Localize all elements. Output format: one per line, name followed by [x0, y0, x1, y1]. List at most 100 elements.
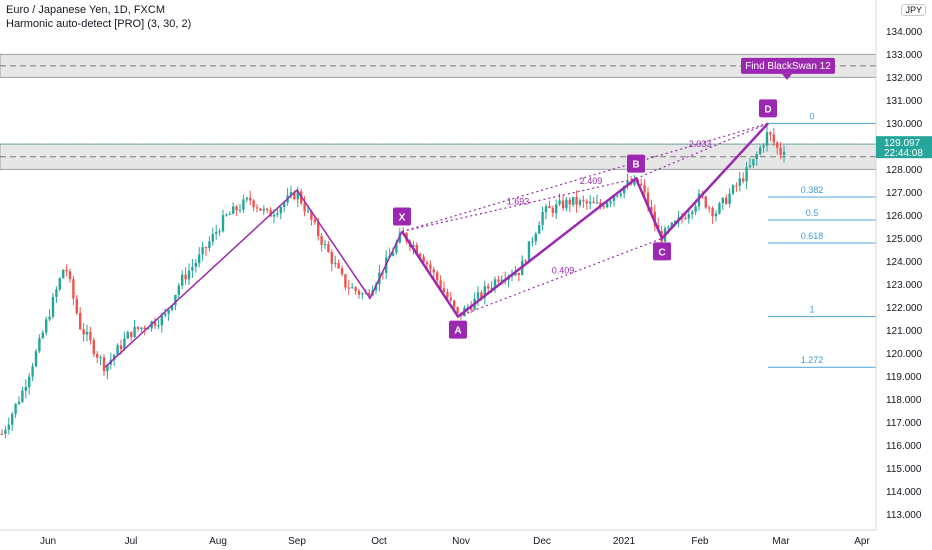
candle-body — [252, 200, 255, 208]
candle-body — [592, 201, 595, 204]
candle-body — [595, 202, 599, 204]
candle-body — [602, 206, 605, 208]
candles — [0, 125, 786, 439]
indicator-title: Harmonic auto-detect [PRO] (3, 30, 2) — [6, 18, 192, 30]
point-label-C: C — [658, 247, 665, 258]
candle-body — [143, 327, 146, 329]
candle-body — [735, 185, 738, 187]
time-tick-label: Nov — [452, 536, 470, 547]
candle-body — [432, 269, 435, 273]
candle-body — [184, 274, 187, 280]
currency-badge[interactable]: JPY — [901, 4, 926, 16]
price-tick-label: 114.000 — [886, 487, 922, 498]
candle-body — [58, 278, 61, 290]
candle-body — [718, 203, 721, 214]
candle-body — [204, 247, 208, 249]
candle-body — [323, 244, 327, 246]
candle-body — [232, 206, 235, 214]
candle-body — [558, 200, 561, 205]
price-tick-label: 123.000 — [886, 280, 923, 291]
candle-body — [650, 206, 653, 212]
candle-body — [92, 340, 95, 355]
point-marker-A — [449, 320, 467, 339]
candle-body — [643, 184, 646, 193]
candle-body — [259, 208, 262, 211]
candle-body — [313, 219, 316, 223]
candle-body — [619, 193, 622, 196]
time-tick-label: Sep — [288, 536, 306, 547]
candle-body — [276, 213, 279, 215]
time-tick-label: Jul — [125, 536, 138, 547]
candle-body — [725, 197, 728, 204]
candle-body — [667, 227, 670, 229]
point-label-X: X — [399, 213, 406, 224]
time-tick-label: Aug — [209, 536, 227, 547]
candle-body — [79, 313, 82, 330]
candle-body — [742, 178, 745, 182]
candle-body — [728, 193, 731, 204]
candle-body — [616, 195, 619, 197]
candle-body — [235, 206, 238, 211]
candle-body — [89, 332, 92, 341]
candle-body — [218, 231, 221, 233]
candle-body — [453, 300, 456, 308]
candle-body — [483, 286, 486, 298]
pattern-name-tag — [741, 57, 835, 74]
candle-body — [310, 210, 313, 220]
candle-body — [490, 287, 493, 289]
candle-body — [126, 331, 129, 339]
candle-body — [551, 208, 554, 213]
candle-body — [21, 390, 24, 402]
candle-body — [31, 366, 34, 377]
candle-body — [249, 197, 252, 201]
time-tick-label: Oct — [371, 536, 387, 547]
candle-body — [157, 325, 160, 327]
candle-body — [599, 202, 602, 207]
time-axis[interactable]: Jun Jul Aug Sep Oct Nov Dec 2021 Feb Mar Apr — [0, 529, 876, 547]
candle-body — [745, 167, 748, 182]
candle-body — [177, 285, 180, 295]
candle-body — [123, 338, 126, 350]
ratio-label: 2.409 — [580, 176, 603, 186]
candle-body — [391, 252, 395, 256]
candle-body — [255, 207, 259, 209]
candle-body — [293, 192, 296, 200]
candle-body — [289, 192, 293, 196]
fib-levels: 0 0.382 0.5 0.618 1 1.272 — [768, 111, 876, 368]
candle-body — [538, 225, 541, 234]
price-tick-label: 128.000 — [886, 165, 923, 176]
candle-body — [344, 274, 347, 288]
point-marker-B — [627, 154, 645, 173]
candle-body — [422, 256, 425, 263]
candle-body — [653, 211, 656, 226]
time-tick-label: Apr — [854, 536, 870, 547]
price-tick-label: 119.000 — [886, 372, 922, 383]
ratio-label: 2.033 — [689, 139, 712, 149]
point-label-A: A — [454, 326, 461, 337]
candle-body — [14, 403, 17, 414]
price-tick-label: 127.000 — [886, 188, 923, 199]
candle-body — [640, 183, 643, 185]
candle-body — [75, 298, 78, 314]
price-tick-label: 134.000 — [886, 27, 923, 38]
price-tick-label: 115.000 — [886, 464, 922, 475]
candle-body — [51, 296, 55, 317]
candle-body — [419, 253, 422, 257]
price-axis[interactable]: 113.000 114.000 115.000 116.000 117.000 118.0… — [875, 0, 932, 530]
candle-body — [147, 328, 150, 330]
candle-body — [28, 376, 31, 387]
candle-body — [589, 201, 592, 204]
candle-body — [769, 132, 772, 135]
ratio-label: 1.693 — [507, 197, 530, 207]
candle-body — [544, 206, 548, 213]
candle-body — [330, 252, 333, 264]
candle-body — [646, 192, 650, 207]
candle-body — [364, 292, 367, 294]
candle-body — [721, 197, 724, 204]
candle-body — [527, 241, 531, 262]
candle-body — [41, 332, 44, 339]
candle-body — [612, 196, 616, 202]
candle-body — [531, 241, 534, 243]
time-tick-label: Feb — [691, 536, 709, 547]
